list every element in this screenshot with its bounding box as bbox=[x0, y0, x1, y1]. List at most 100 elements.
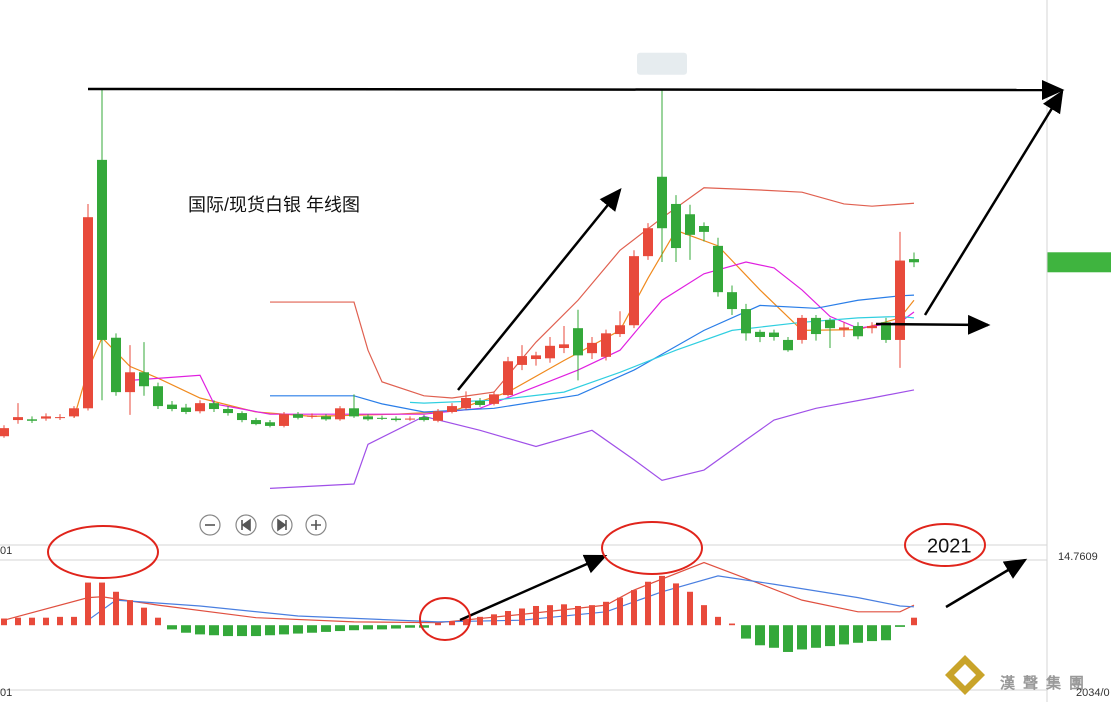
macd-bar bbox=[783, 625, 793, 652]
edge-label: 01 bbox=[0, 545, 12, 557]
arrow bbox=[457, 188, 622, 391]
indicator-line bbox=[270, 294, 915, 413]
indicator-line bbox=[269, 389, 915, 490]
macd-bar bbox=[1, 618, 7, 626]
candle-body bbox=[111, 337, 121, 393]
arrow bbox=[875, 314, 991, 335]
candle-body bbox=[853, 325, 863, 337]
candle-body bbox=[265, 422, 275, 426]
edge-label: 01 bbox=[0, 687, 12, 699]
candle-body bbox=[783, 339, 793, 351]
candle-body bbox=[13, 417, 23, 421]
macd-bar bbox=[895, 625, 905, 627]
candle-body bbox=[27, 419, 37, 421]
macd-bar bbox=[701, 605, 707, 626]
highlight-ring bbox=[419, 597, 471, 641]
candle-body bbox=[209, 403, 219, 410]
arrow bbox=[923, 89, 1064, 316]
candle-body bbox=[867, 325, 877, 329]
macd-bar bbox=[715, 616, 721, 626]
candle-body bbox=[251, 420, 261, 425]
candle-body bbox=[713, 245, 723, 293]
macd-bar bbox=[881, 625, 891, 641]
macd-bar bbox=[99, 582, 105, 626]
candle-body bbox=[587, 342, 597, 354]
highlight-ring bbox=[904, 523, 986, 567]
macd-bar bbox=[155, 617, 161, 626]
zoom-in-button[interactable] bbox=[305, 514, 327, 536]
candle-body bbox=[41, 416, 51, 419]
macd-bar bbox=[755, 625, 765, 646]
candle-body bbox=[335, 408, 345, 420]
macd-bar bbox=[491, 614, 497, 626]
candle-body bbox=[769, 332, 779, 337]
macd-bar bbox=[265, 625, 275, 636]
macd-bar bbox=[589, 605, 595, 626]
candle-body bbox=[741, 309, 751, 334]
candle-body bbox=[377, 417, 387, 419]
candle-body bbox=[307, 415, 317, 417]
candle-body bbox=[363, 416, 373, 420]
candle-body bbox=[153, 386, 163, 407]
macd-bar bbox=[825, 625, 835, 647]
macd-bar bbox=[223, 625, 233, 637]
macd-bar bbox=[57, 616, 63, 626]
candle-body bbox=[405, 418, 415, 420]
chart-title: 国际/现货白银 年线图 bbox=[188, 195, 360, 215]
candle-body bbox=[573, 328, 583, 356]
candle-body bbox=[279, 414, 289, 426]
macd-bar bbox=[43, 617, 49, 626]
back-button[interactable] bbox=[235, 514, 257, 536]
macd-bar bbox=[769, 625, 779, 648]
candle-body bbox=[629, 256, 639, 326]
indicator-line bbox=[87, 575, 915, 623]
candle-body bbox=[181, 407, 191, 412]
macd-bar bbox=[209, 625, 219, 636]
candle-body bbox=[83, 217, 93, 409]
macd-bar bbox=[505, 610, 511, 626]
candle-body bbox=[475, 400, 485, 405]
macd-bar bbox=[911, 617, 917, 626]
zoom-out-button[interactable] bbox=[199, 514, 221, 536]
arrow bbox=[945, 558, 1028, 609]
candle-body bbox=[447, 406, 457, 412]
text-layer bbox=[52, 52, 1111, 561]
candle-body bbox=[643, 228, 653, 257]
candle-body bbox=[391, 418, 401, 421]
candle-body bbox=[461, 398, 471, 409]
macd-bar bbox=[603, 601, 609, 626]
macd-bar bbox=[377, 625, 387, 630]
macd-bar bbox=[561, 604, 567, 626]
candle-body bbox=[559, 344, 569, 349]
arrow bbox=[87, 79, 1065, 100]
arrow bbox=[459, 554, 608, 622]
candle-body bbox=[223, 409, 233, 414]
candle-body bbox=[69, 408, 79, 417]
candle-body bbox=[321, 416, 331, 420]
macd-bar bbox=[251, 625, 261, 637]
macd-bar bbox=[307, 625, 317, 633]
macd-bar bbox=[419, 625, 429, 628]
candle-body bbox=[349, 408, 359, 417]
macd-bar bbox=[293, 625, 303, 634]
macd-bar bbox=[463, 618, 469, 626]
macd-bar bbox=[195, 625, 205, 635]
macd-bar bbox=[141, 607, 147, 626]
macd-bar bbox=[127, 600, 133, 626]
candle-body bbox=[237, 413, 247, 421]
macd-bar bbox=[449, 621, 455, 626]
macd-bar bbox=[85, 582, 91, 626]
macd-bar bbox=[167, 625, 177, 630]
macd-bar bbox=[575, 605, 581, 626]
macd-bar bbox=[797, 625, 807, 650]
highlight-ring bbox=[601, 521, 703, 575]
macd-bar bbox=[645, 581, 651, 626]
logo-icon bbox=[954, 664, 976, 686]
forward-button[interactable] bbox=[271, 514, 293, 536]
candle-body bbox=[419, 417, 429, 421]
macd-bar bbox=[839, 625, 849, 645]
candle-body bbox=[531, 355, 541, 360]
macd-bar bbox=[321, 625, 331, 632]
macd-bar bbox=[533, 605, 539, 626]
